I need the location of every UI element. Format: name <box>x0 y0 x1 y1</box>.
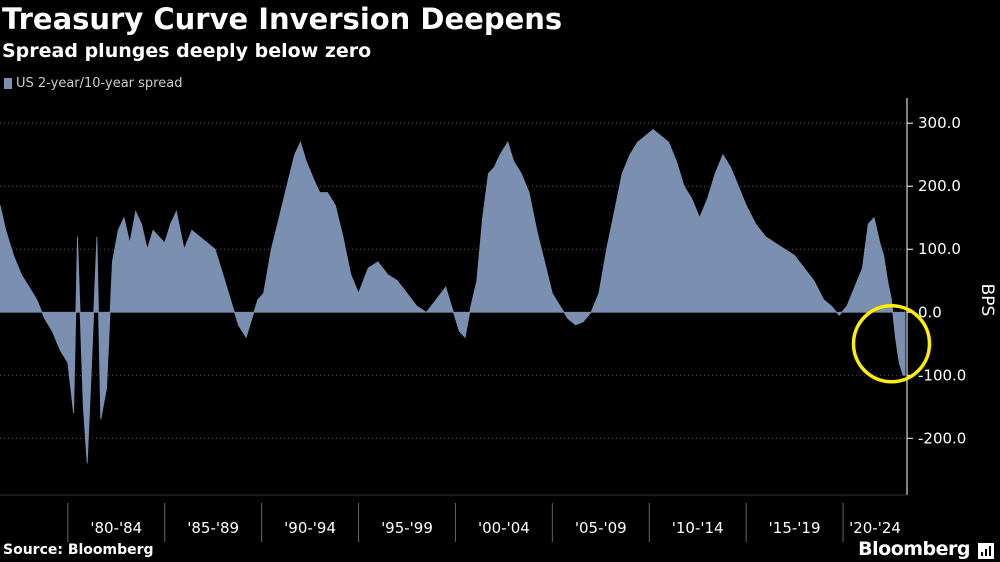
brand-logo: Bloomberg <box>858 538 970 560</box>
x-tick-label: '15-'19 <box>769 519 821 537</box>
x-tick-label: '10-'14 <box>672 519 724 537</box>
legend: US 2-year/10-year spread <box>4 76 182 91</box>
chart-title: Treasury Curve Inversion Deepens <box>2 2 563 36</box>
bloomberg-icon <box>978 543 994 559</box>
x-tick-label: '80-'84 <box>90 519 142 537</box>
x-tick-label: '85-'89 <box>187 519 239 537</box>
y-tick-label: 0.0 <box>918 303 942 321</box>
y-tick-label: -200.0 <box>918 429 966 447</box>
source-note: Source: Bloomberg <box>3 542 154 558</box>
y-tick-label: 200.0 <box>918 177 961 195</box>
x-tick-label: '95-'99 <box>381 519 433 537</box>
y-tick-label: 300.0 <box>918 114 961 132</box>
y-tick-label: 100.0 <box>918 240 961 258</box>
chart-subtitle: Spread plunges deeply below zero <box>2 40 372 62</box>
x-tick-label: '00-'04 <box>478 519 530 537</box>
series-area <box>0 128 906 464</box>
y-axis-title: BPS <box>977 284 997 317</box>
x-tick-label: '05-'09 <box>575 519 627 537</box>
y-tick-label: -100.0 <box>918 366 966 384</box>
legend-swatch <box>4 78 12 89</box>
x-tick-label: '90-'94 <box>284 519 336 537</box>
highlight-circle <box>851 304 932 384</box>
legend-label: US 2-year/10-year spread <box>16 76 183 91</box>
x-tick-label: '20-'24 <box>849 519 901 537</box>
